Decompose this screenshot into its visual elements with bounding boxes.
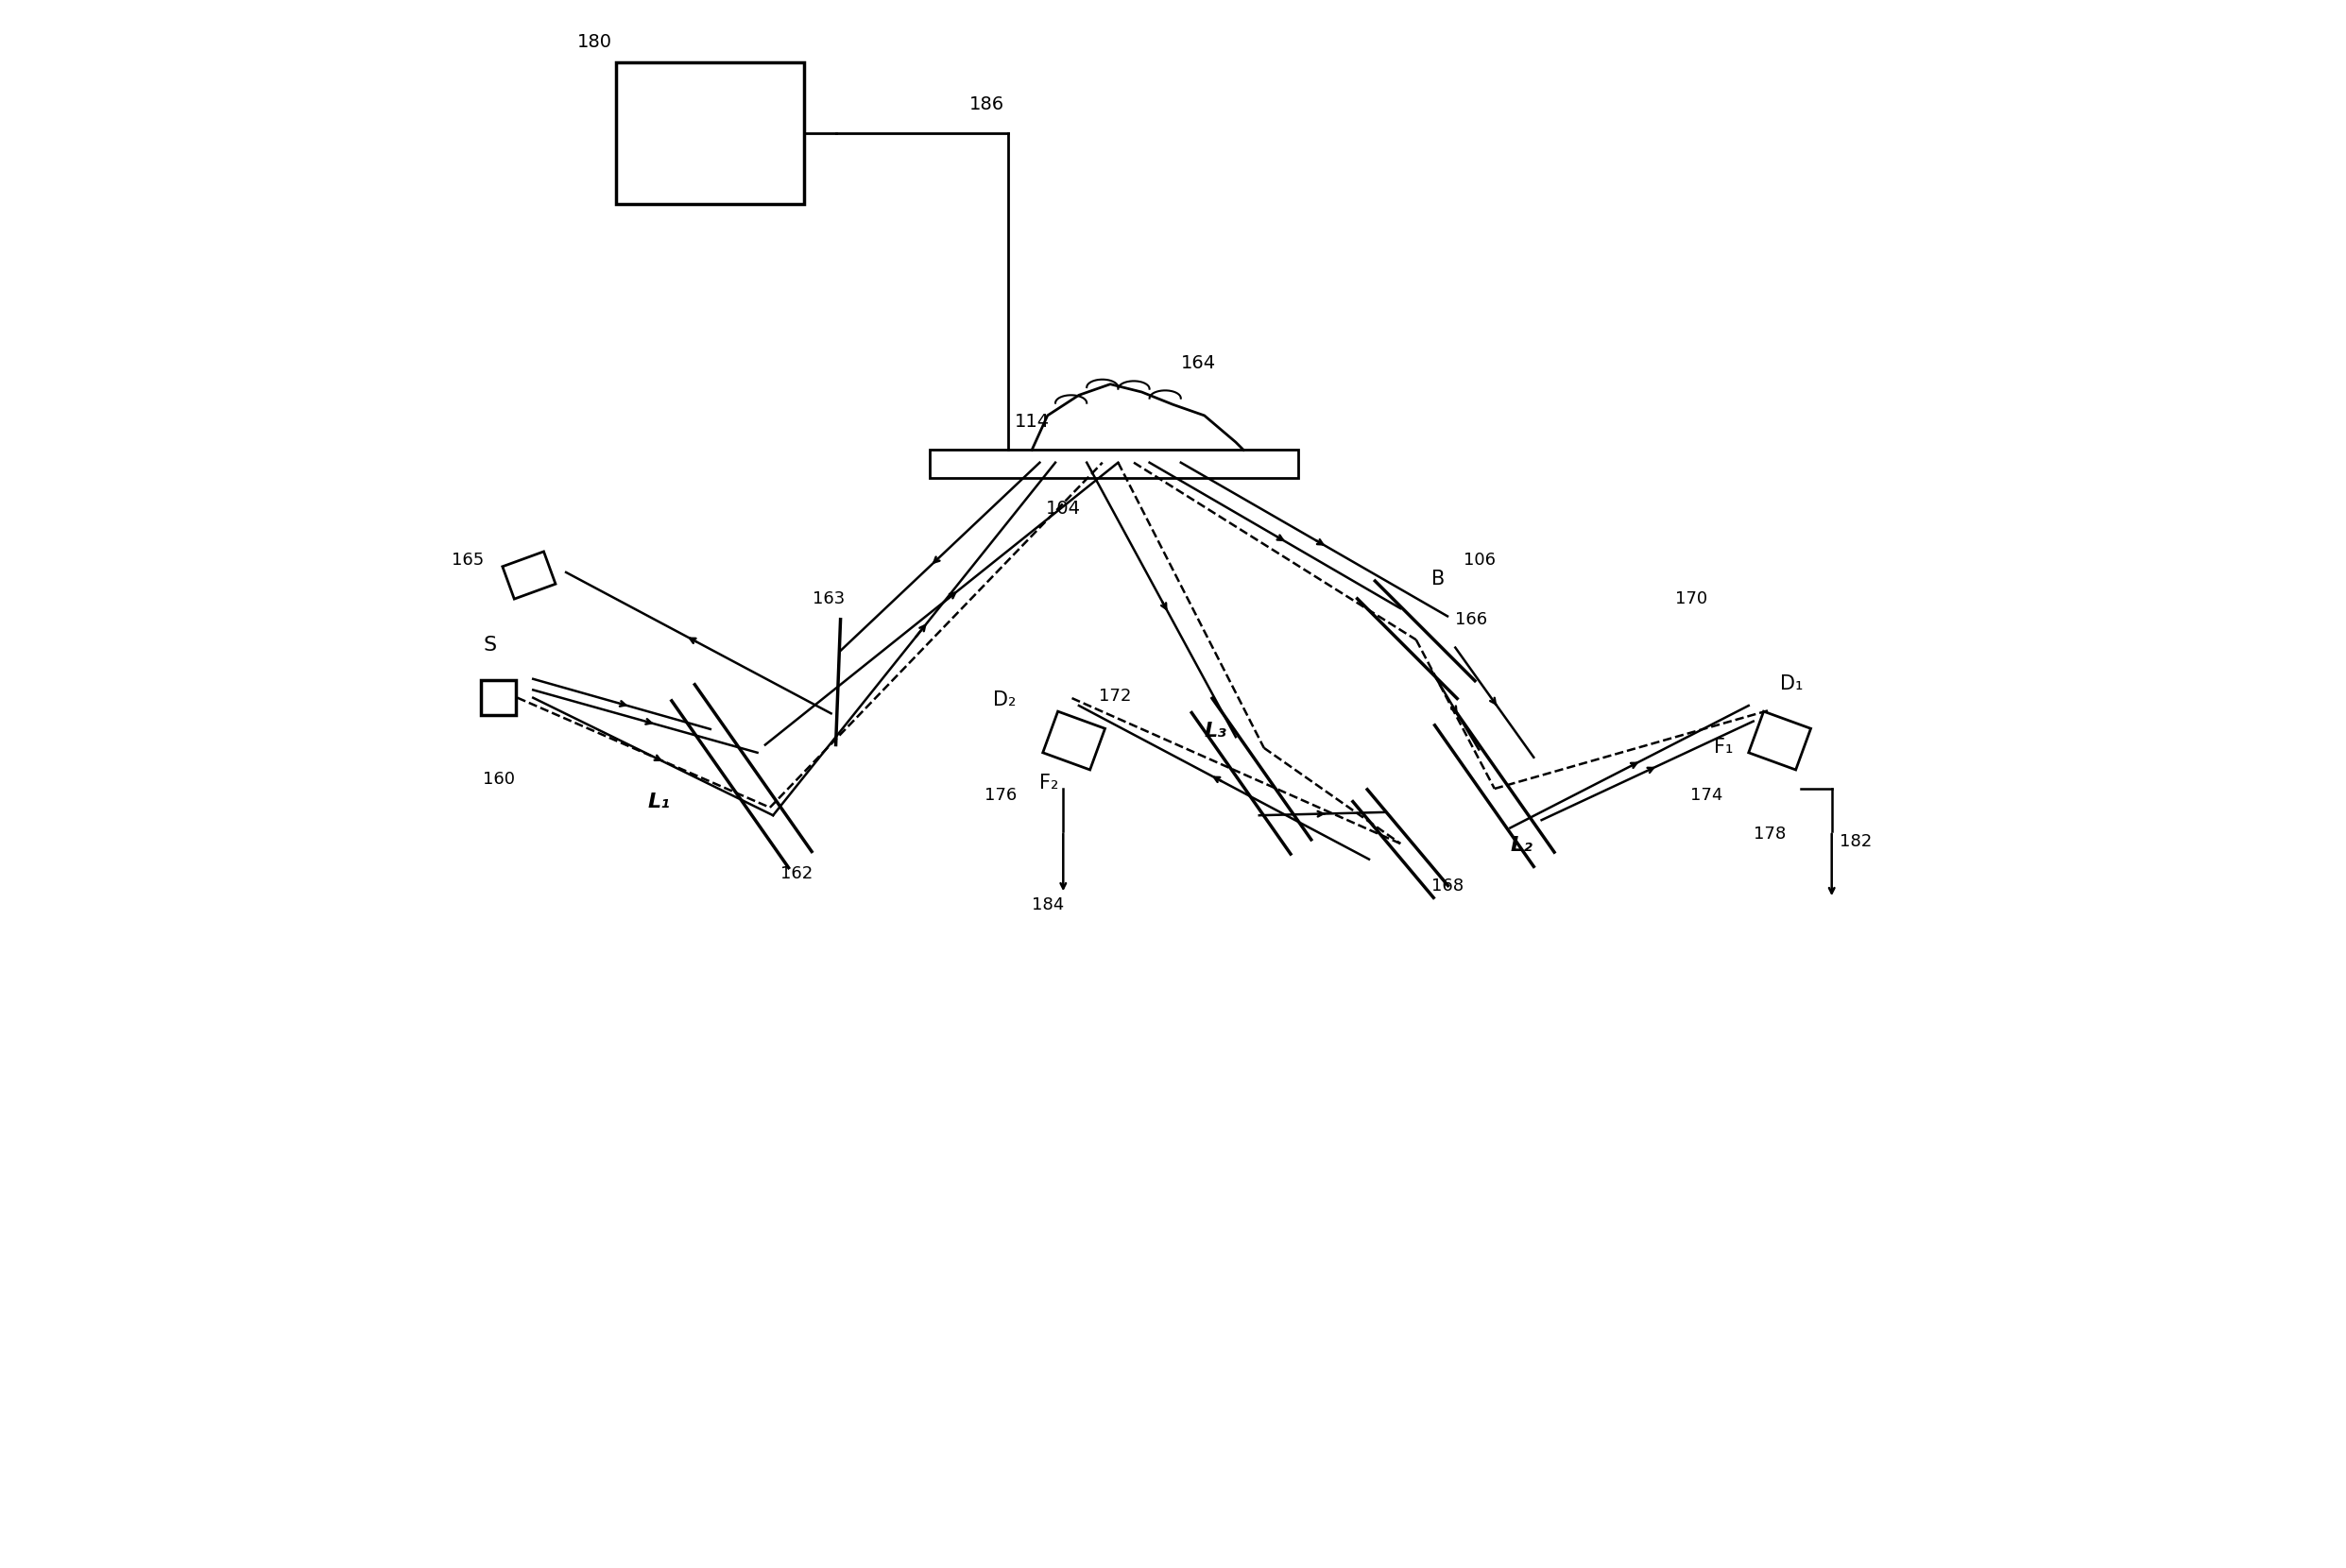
Bar <box>481 681 516 715</box>
Text: D₁: D₁ <box>1781 674 1804 693</box>
Text: 170: 170 <box>1675 591 1708 607</box>
Bar <box>1748 712 1811 770</box>
Text: 178: 178 <box>1752 826 1785 842</box>
Text: B: B <box>1431 569 1445 588</box>
Text: 166: 166 <box>1455 612 1487 627</box>
Text: 160: 160 <box>483 771 516 787</box>
Text: 164: 164 <box>1180 354 1215 372</box>
Text: 174: 174 <box>1691 787 1722 803</box>
Text: 176: 176 <box>985 787 1018 803</box>
Text: 162: 162 <box>781 866 814 881</box>
Text: F₁: F₁ <box>1715 737 1734 756</box>
Bar <box>502 552 556 599</box>
Text: S: S <box>483 635 497 654</box>
Text: 182: 182 <box>1839 834 1872 850</box>
Text: 165: 165 <box>450 552 483 568</box>
Text: L₁: L₁ <box>647 792 671 811</box>
Text: 106: 106 <box>1464 552 1494 568</box>
Bar <box>617 63 805 204</box>
Text: F₂: F₂ <box>1039 773 1058 792</box>
Text: D₂: D₂ <box>992 690 1016 709</box>
Text: 172: 172 <box>1100 688 1131 704</box>
Bar <box>1044 712 1105 770</box>
Text: 163: 163 <box>812 591 845 607</box>
Bar <box>929 450 1297 478</box>
Text: 180: 180 <box>577 33 612 50</box>
Text: 184: 184 <box>1032 897 1065 913</box>
Text: 168: 168 <box>1431 878 1464 894</box>
Text: 104: 104 <box>1046 500 1082 517</box>
Text: L₂: L₂ <box>1511 836 1532 855</box>
Text: 186: 186 <box>969 96 1004 113</box>
Text: 114: 114 <box>1013 412 1049 430</box>
Text: L₃: L₃ <box>1203 721 1227 740</box>
